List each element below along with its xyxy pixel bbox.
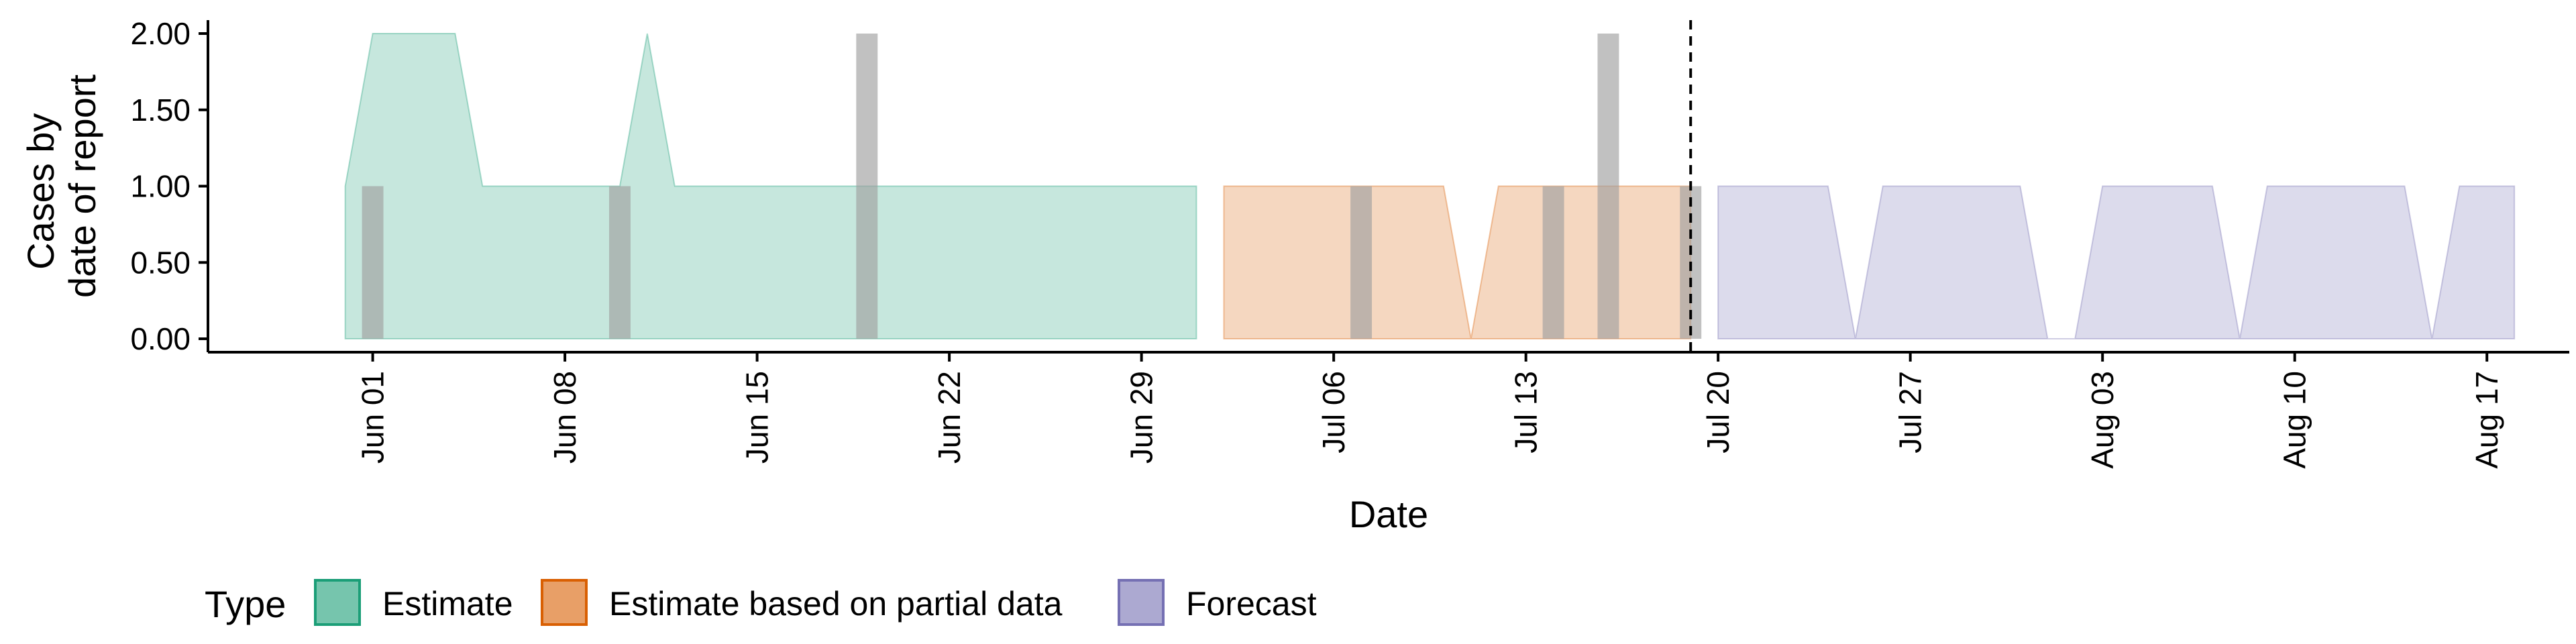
x-tick-label: Jun 29 (1124, 371, 1159, 464)
y-tick-label: 0.50 (130, 245, 191, 280)
x-tick-label: Aug 03 (2085, 371, 2120, 469)
x-tick-label: Jun 15 (740, 371, 775, 464)
area-series-0 (344, 33, 1197, 339)
legend-label-2: Forecast (1186, 585, 1317, 623)
report-bar-5 (1597, 34, 1619, 339)
x-tick-label: Jun 08 (547, 371, 582, 464)
x-axis-ticks: Jun 01 Jun 08 Jun 15 Jun 22 Jun 29 Jul 06 Jul … (356, 352, 2504, 469)
x-tick-label: Aug 17 (2469, 371, 2504, 469)
report-bar-3 (1350, 186, 1373, 339)
x-tick-label: Jul 13 (1509, 371, 1544, 453)
legend-key-0 (314, 579, 361, 626)
x-tick-label: Jul 27 (1893, 371, 1928, 453)
report-bar-0 (362, 186, 384, 339)
y-tick-label: 1.00 (130, 169, 191, 204)
x-tick-label: Jul 06 (1316, 371, 1351, 453)
report-bar-4 (1542, 186, 1564, 339)
y-axis-title-line-1: Cases by (19, 113, 62, 270)
y-axis-ticks: 0.00 0.50 1.00 1.50 2.00 (130, 16, 208, 356)
x-tick-label: Jun 01 (356, 371, 390, 464)
report-bar-1 (608, 186, 631, 339)
y-tick-label: 2.00 (130, 16, 191, 51)
y-tick-label: 1.50 (130, 93, 191, 127)
y-tick-label: 0.00 (130, 321, 191, 356)
bar-layer (362, 34, 1702, 339)
area-series-1 (1223, 185, 1692, 339)
legend-label-0: Estimate (382, 585, 513, 623)
legend: Type Estimate Estimate based on partial d… (205, 579, 1317, 626)
legend-key-1 (541, 579, 588, 626)
legend-key-2 (1118, 579, 1165, 626)
x-tick-label: Jul 20 (1701, 371, 1735, 453)
x-axis-title: Date (1349, 493, 1428, 535)
y-axis-title: Cases by date of report (19, 74, 103, 299)
x-tick-label: Jun 22 (932, 371, 967, 464)
report-bar-2 (856, 34, 878, 339)
area-series-2 (1717, 185, 2516, 339)
area-layer (344, 33, 2516, 339)
y-axis-title-line-2: date of report (61, 74, 103, 299)
x-tick-label: Aug 10 (2277, 371, 2312, 469)
legend-title: Type (205, 583, 286, 625)
legend-label-1: Estimate based on partial data (609, 585, 1063, 623)
